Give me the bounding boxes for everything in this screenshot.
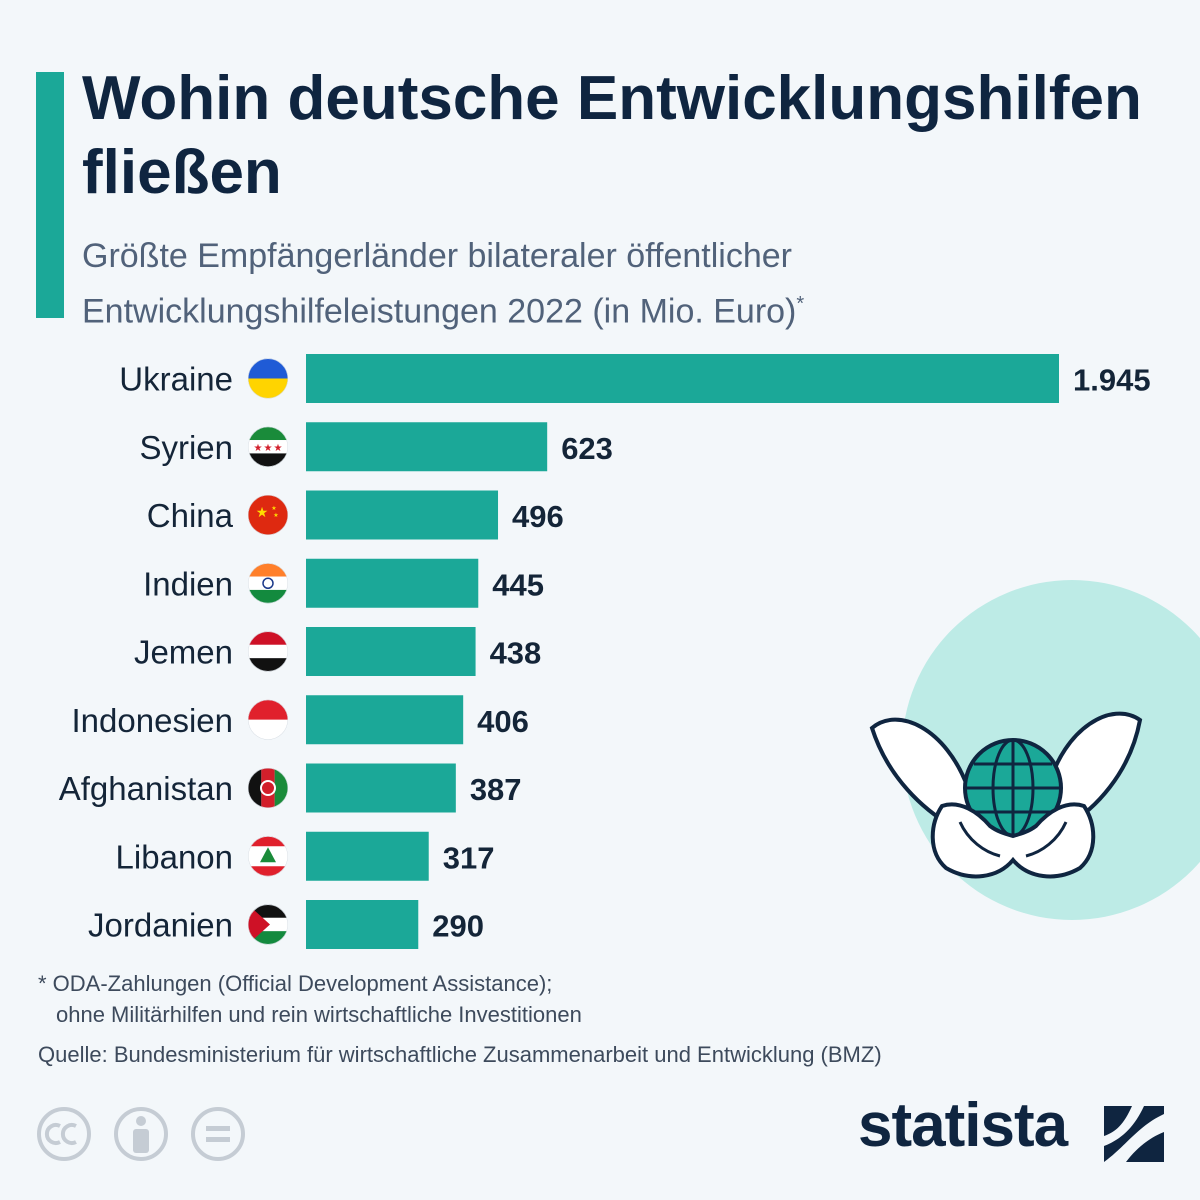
india-flag-icon [248,563,288,604]
bar-libanon [306,831,429,881]
value-label: 438 [490,636,542,671]
hands-globe-illustration [869,580,1200,920]
statista-logo-text[interactable]: statista [858,1091,1068,1160]
svg-text:★: ★ [274,443,283,454]
value-label: 445 [492,567,544,602]
chart-title: Wohin deutsche Entwicklungshilfen fließe… [82,64,1142,207]
value-label: 290 [432,909,484,944]
cupped-palms-icon [930,802,1096,879]
category-label: Jordanien [88,907,233,944]
value-label: 317 [443,840,495,875]
china-flag-icon: ★ ★★ [248,495,288,535]
bar-jemen [306,627,476,676]
svg-text:★: ★ [271,505,276,512]
category-label: Afghanistan [59,770,233,807]
footnote-line-1: * ODA-Zahlungen (Official Development As… [38,971,553,996]
svg-text:★: ★ [256,504,269,520]
svg-text:★: ★ [254,443,263,454]
subtitle-text: Größte Empfängerländer bilateraler öffen… [82,237,797,331]
attribution-icon [114,1107,168,1161]
value-label: 1.945 [1073,363,1151,398]
statista-logo-icon [1104,1106,1164,1162]
category-label: Indonesien [72,702,233,739]
syria-flag-icon: ★ ★ ★ [248,426,288,467]
chart-subtitle: Größte Empfängerländer bilateraler öffen… [82,232,1162,335]
bar-indien [306,558,479,608]
category-label: Indien [143,565,233,602]
bar-indonesien [306,695,464,745]
value-label: 406 [477,704,529,739]
bar-jordanien [306,900,419,949]
footnote: * ODA-Zahlungen (Official Development As… [38,968,1158,1030]
category-label: Libanon [116,838,233,875]
license-icons[interactable] [36,1106,246,1162]
source-note: Quelle: Bundesministerium für wirtschaft… [38,1042,882,1067]
value-label: 387 [470,772,522,807]
yemen-flag-icon [248,631,288,672]
value-label: 623 [561,431,613,466]
category-label: China [147,497,234,534]
jordan-flag-icon [248,904,288,945]
ukraine-flag-icon [248,358,288,399]
subtitle-footnote-marker: * [796,293,805,315]
value-label: 496 [512,499,564,534]
title-accent-bar [36,72,64,318]
bar-ukraine [306,354,1059,403]
lebanon-flag-icon [248,836,288,877]
cc-icon [37,1107,91,1161]
bar-afghanistan [306,763,456,813]
category-label: Jemen [134,634,233,671]
no-derivatives-icon [191,1107,245,1161]
footnote-line-2: ohne Militärhilfen und rein wirtschaftli… [56,1002,582,1027]
bar-syrien [306,422,548,472]
afghanistan-flag-icon [248,768,288,808]
category-label: Ukraine [119,361,233,398]
indonesia-flag-icon [248,699,288,740]
svg-text:★: ★ [264,443,273,454]
bar-china [306,490,499,540]
globe-icon [963,738,1063,838]
category-label: Syrien [139,429,233,466]
svg-text:★: ★ [273,512,278,519]
